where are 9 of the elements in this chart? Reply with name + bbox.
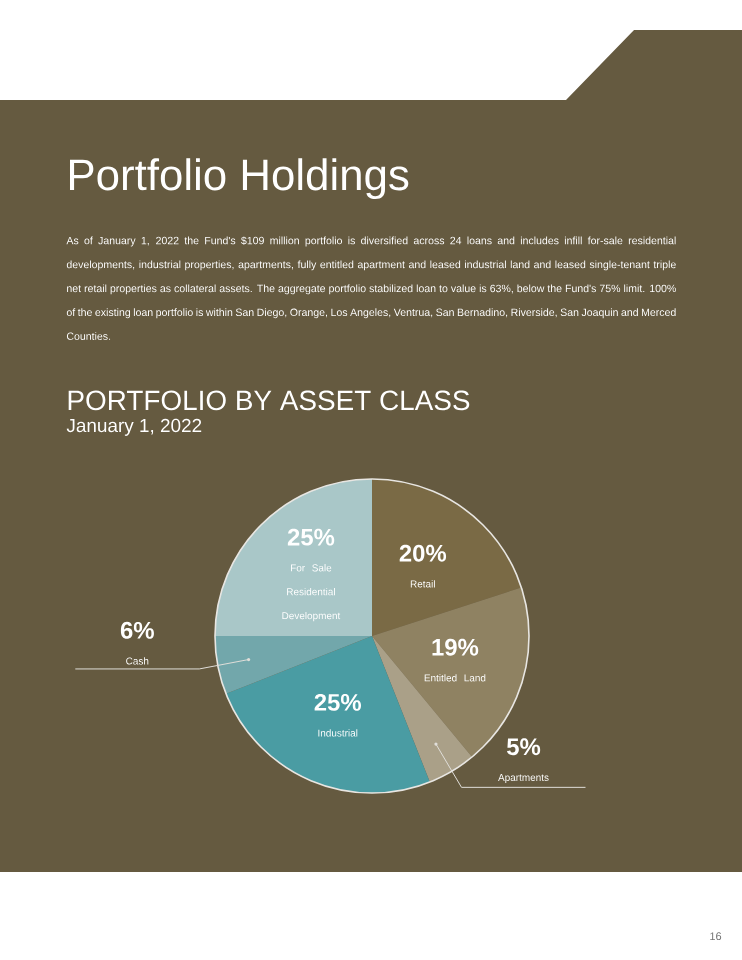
data-label: 19%: [432, 638, 479, 656]
data-label: 25%: [287, 528, 335, 546]
data-label: 6%: [120, 621, 154, 639]
chart-title: PORTFOLIO BY ASSET CLASS: [68, 390, 470, 411]
chart-subtitle: January 1, 2022: [66, 418, 202, 436]
data-label: 20%: [399, 544, 447, 562]
data-label: 5%: [506, 738, 541, 756]
data-label: 25%: [314, 693, 361, 711]
text: Portfolio Holdings: [69, 158, 409, 200]
